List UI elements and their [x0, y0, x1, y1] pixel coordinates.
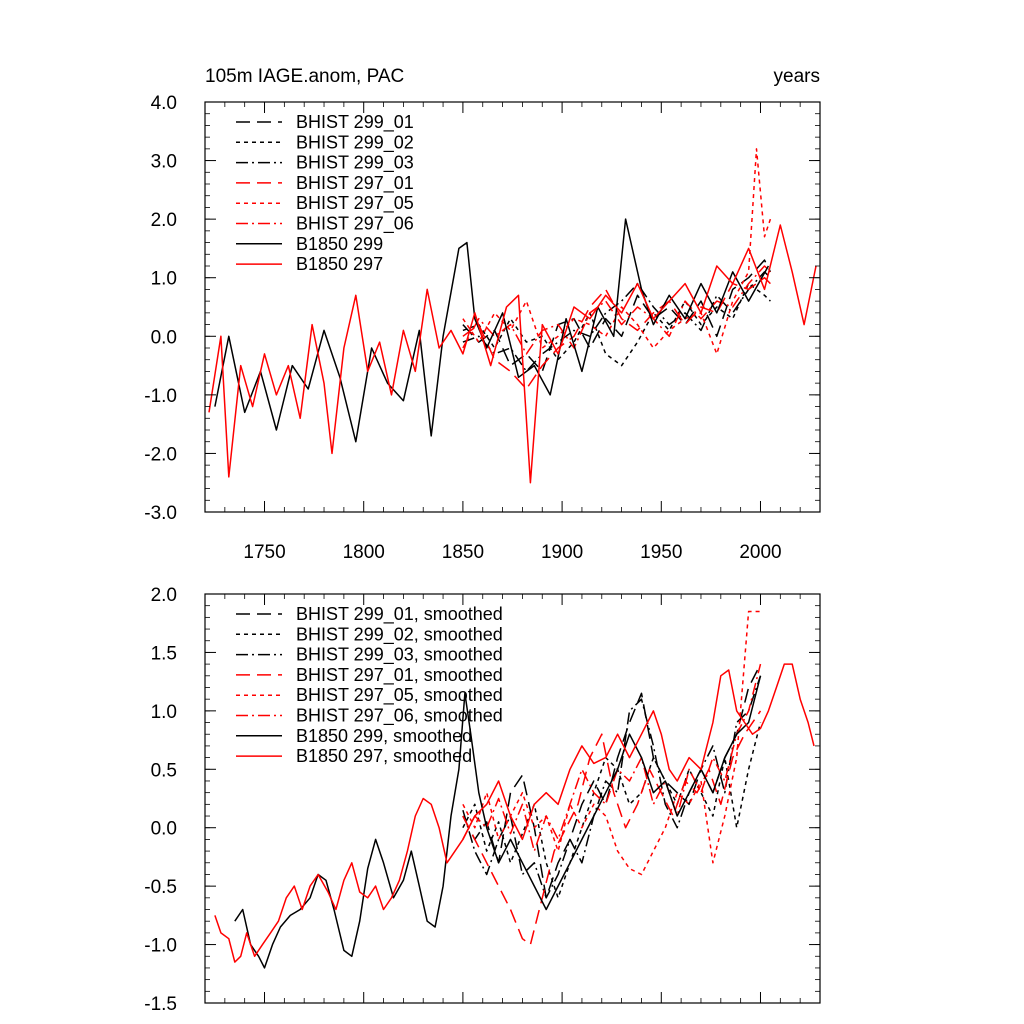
y-tick-label: 1.0 [151, 702, 177, 723]
legend-label-5: BHIST 297_06, smoothed [296, 706, 503, 727]
y-tick-label: 0.0 [151, 819, 177, 840]
y-tick-label: 3.0 [151, 152, 177, 173]
legend-label-4: BHIST 297_05 [296, 193, 414, 214]
y-tick-label: -2.0 [144, 444, 177, 465]
y-tick-label: 2.0 [151, 585, 177, 606]
y-tick-label: 1.5 [151, 643, 177, 664]
series-line-4 [462, 148, 772, 355]
bottom-chart: -1.5 -1.0 -0.5 0.0 0.5 1.0 1.5 2.0 BHIST 299_01,… [144, 585, 821, 1015]
series-line-3 [462, 710, 762, 946]
series-line-7 [214, 663, 815, 963]
series-line-3 [462, 276, 771, 390]
y-tick-label: 0.0 [151, 327, 177, 348]
x-tick-label: 1900 [541, 542, 583, 563]
y-tick-label: -1.5 [144, 994, 177, 1015]
legend-label-3: BHIST 297_01, smoothed [296, 665, 503, 686]
x-tick-label: 2000 [739, 542, 781, 563]
legend-label-7: B1850 297, smoothed [296, 746, 472, 766]
legend-label-5: BHIST 297_06 [296, 214, 414, 235]
legend-label-0: BHIST 299_01, smoothed [296, 604, 503, 625]
series-line-2 [462, 271, 771, 373]
series-line-6 [234, 675, 762, 969]
series-group [214, 610, 815, 969]
x-tick-label: 1800 [343, 542, 385, 563]
series-line-4 [462, 610, 761, 876]
series-line-5 [462, 663, 762, 852]
top-chart: -3.0 -2.0 -1.0 0.0 1.0 2.0 3.0 4.0 1750 1800 1850 1… [144, 93, 821, 563]
top-chart-title: 105m IAGE.anom, PAC [205, 66, 404, 87]
y-tick-label: -1.0 [144, 936, 177, 957]
legend-label-2: BHIST 299_03, smoothed [296, 645, 503, 666]
legend-label-6: B1850 299, smoothed [296, 726, 472, 746]
plot-frame [204, 593, 821, 1004]
series-line-7 [208, 224, 817, 484]
legend-label-7: B1850 297 [296, 254, 383, 274]
series-line-5 [462, 265, 771, 355]
series-line-0 [462, 259, 772, 373]
legend-label-2: BHIST 299_03 [296, 153, 414, 174]
x-tick-label: 1750 [243, 542, 285, 563]
legend-label-0: BHIST 299_01 [296, 112, 414, 133]
y-tick-label: 1.0 [151, 269, 177, 290]
x-tick-label: 1850 [442, 542, 484, 563]
plot-frame [204, 101, 821, 513]
y-tick-label: 0.5 [151, 760, 177, 781]
series-group [208, 148, 817, 484]
x-tick-label: 1950 [640, 542, 682, 563]
series-line-1 [462, 282, 771, 367]
legend-label-1: BHIST 299_02, smoothed [296, 624, 503, 645]
y-tick-label: -3.0 [144, 503, 177, 524]
legend-label-1: BHIST 299_02 [296, 132, 414, 153]
legend-label-6: B1850 299 [296, 234, 383, 254]
top-chart-units: years [774, 66, 820, 87]
legend-label-4: BHIST 297_05, smoothed [296, 685, 503, 706]
y-tick-label: 2.0 [151, 210, 177, 231]
legend-label-3: BHIST 297_01 [296, 173, 414, 194]
y-tick-label: 4.0 [151, 93, 177, 114]
y-tick-label: -1.0 [144, 386, 177, 407]
y-tick-label: -0.5 [144, 877, 177, 898]
series-line-1 [462, 722, 762, 899]
